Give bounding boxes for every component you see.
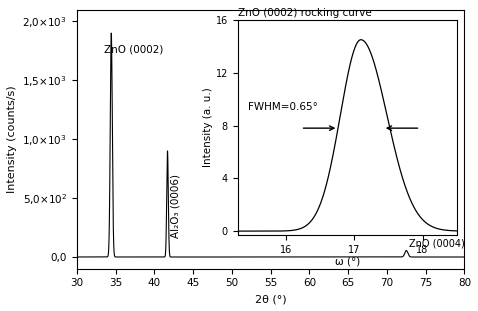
Text: Al₂O₃ (0006): Al₂O₃ (0006) bbox=[170, 174, 180, 238]
Text: ZnO (0004): ZnO (0004) bbox=[409, 239, 465, 249]
Text: ZnO (0002): ZnO (0002) bbox=[104, 44, 163, 54]
X-axis label: 2θ (°): 2θ (°) bbox=[255, 294, 286, 304]
Y-axis label: Intensity (counts/s): Intensity (counts/s) bbox=[7, 85, 17, 193]
